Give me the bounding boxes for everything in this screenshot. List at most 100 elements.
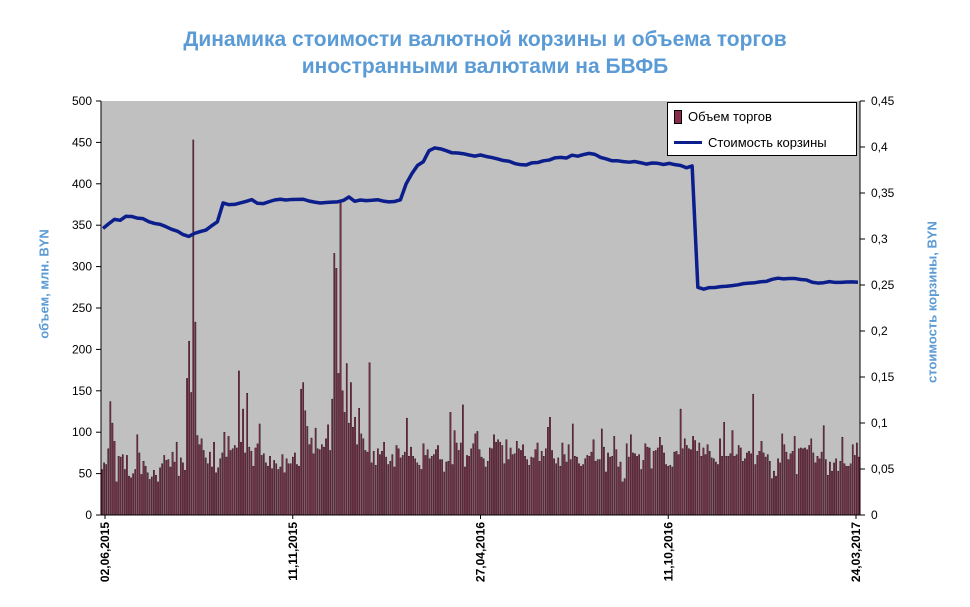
basket-value-line <box>101 146 859 291</box>
volume-bar <box>180 457 182 516</box>
volume-bar <box>356 444 358 516</box>
volume-bar <box>157 481 159 516</box>
volume-bar <box>192 139 195 516</box>
volume-bar <box>126 455 128 516</box>
volume-bar <box>399 457 402 516</box>
volume-bar <box>462 404 464 516</box>
volume-bar <box>497 439 499 516</box>
volume-bar <box>115 481 118 516</box>
volume-bar <box>366 451 369 516</box>
volume-bar <box>603 446 605 516</box>
volume-bar <box>692 436 694 516</box>
volume-bar <box>350 382 352 516</box>
y-left-tick-label: 250 <box>72 301 92 315</box>
volume-bar <box>476 431 479 516</box>
volume-bar <box>304 410 307 516</box>
volume-bar <box>389 461 392 516</box>
volume-bar <box>296 464 298 516</box>
x-tick-label: 11,11,2015 <box>286 522 300 581</box>
volume-bar <box>783 444 786 516</box>
volume-bar <box>221 452 224 516</box>
volume-bar <box>806 449 808 516</box>
volume-bar <box>188 340 190 516</box>
volume-bar <box>414 458 416 516</box>
volume-bar <box>733 456 736 516</box>
volume-bar <box>856 442 858 516</box>
y-left-tick-label: 100 <box>72 425 92 439</box>
volume-bar <box>341 390 344 516</box>
y-left-tick-label: 150 <box>72 384 92 398</box>
volume-bar <box>592 439 595 516</box>
volume-bar <box>109 401 112 516</box>
volume-bar <box>383 441 385 516</box>
volume-bar <box>300 388 302 516</box>
volume-bar <box>285 458 288 516</box>
volume-bar <box>277 469 280 516</box>
volume-bar <box>827 475 829 516</box>
x-tick-label: 27,04,2016 <box>474 522 488 582</box>
volume-bar <box>725 456 728 516</box>
volume-bar <box>563 454 566 516</box>
volume-bar <box>787 459 790 516</box>
volume-bar <box>708 451 711 516</box>
y-left-tick-label: 300 <box>72 260 92 274</box>
volume-bar <box>453 430 456 516</box>
volume-bar <box>661 445 663 516</box>
volume-bar <box>441 459 443 516</box>
volume-bar <box>233 445 236 516</box>
legend: Объем торгов Стоимость корзины <box>667 102 857 156</box>
volume-bar <box>271 468 273 516</box>
volume-bar <box>368 362 371 516</box>
volume-bar <box>557 457 560 516</box>
volume-bar <box>401 455 404 516</box>
volume-bar <box>654 450 657 516</box>
volume-bar <box>611 456 614 516</box>
volume-bar <box>194 321 197 516</box>
volume-bar <box>491 448 493 516</box>
volume-bar <box>818 458 821 516</box>
volume-bar <box>756 455 759 516</box>
volume-bar <box>841 436 844 516</box>
volume-bar <box>430 456 433 516</box>
volume-bar <box>107 448 110 516</box>
volume-bar <box>217 467 219 516</box>
volume-bar <box>712 458 715 516</box>
volume-bar <box>269 456 271 516</box>
volume-bar <box>323 446 325 516</box>
volume-bar <box>696 451 699 516</box>
volume-bar <box>600 428 603 516</box>
volume-bar <box>762 452 765 516</box>
volume-bar <box>408 456 410 516</box>
volume-bar <box>447 461 450 516</box>
volume-bar <box>571 423 574 516</box>
volume-bar <box>646 446 649 516</box>
volume-bar <box>173 461 176 516</box>
volume-bar <box>632 452 634 516</box>
volume-bar <box>542 456 545 516</box>
volume-bar <box>746 452 748 516</box>
y-left-tick-label: 400 <box>72 177 92 191</box>
volume-bar <box>586 455 589 516</box>
volume-bar <box>142 461 145 516</box>
volume-bar <box>364 450 367 516</box>
volume-bar <box>209 451 211 516</box>
volume-bar <box>175 441 178 516</box>
volume-bar <box>451 464 454 516</box>
volume-bar <box>144 465 147 516</box>
volume-bar <box>167 459 170 516</box>
volume-bar <box>482 458 485 516</box>
legend-label-volume: Объем торгов <box>688 109 772 124</box>
volume-bar <box>337 373 340 516</box>
volume-bar <box>433 454 435 516</box>
y-right-tick-label: 0,25 <box>871 278 895 292</box>
volume-bar <box>824 459 827 516</box>
volume-bar <box>594 461 597 516</box>
volume-bar <box>410 446 412 516</box>
volume-bar <box>528 465 531 516</box>
volume-bar <box>468 456 470 516</box>
volume-bar <box>103 462 105 516</box>
volume-bar <box>530 456 533 516</box>
volume-bar <box>758 451 761 516</box>
volume-bar <box>182 462 184 516</box>
volume-bar <box>565 461 568 516</box>
